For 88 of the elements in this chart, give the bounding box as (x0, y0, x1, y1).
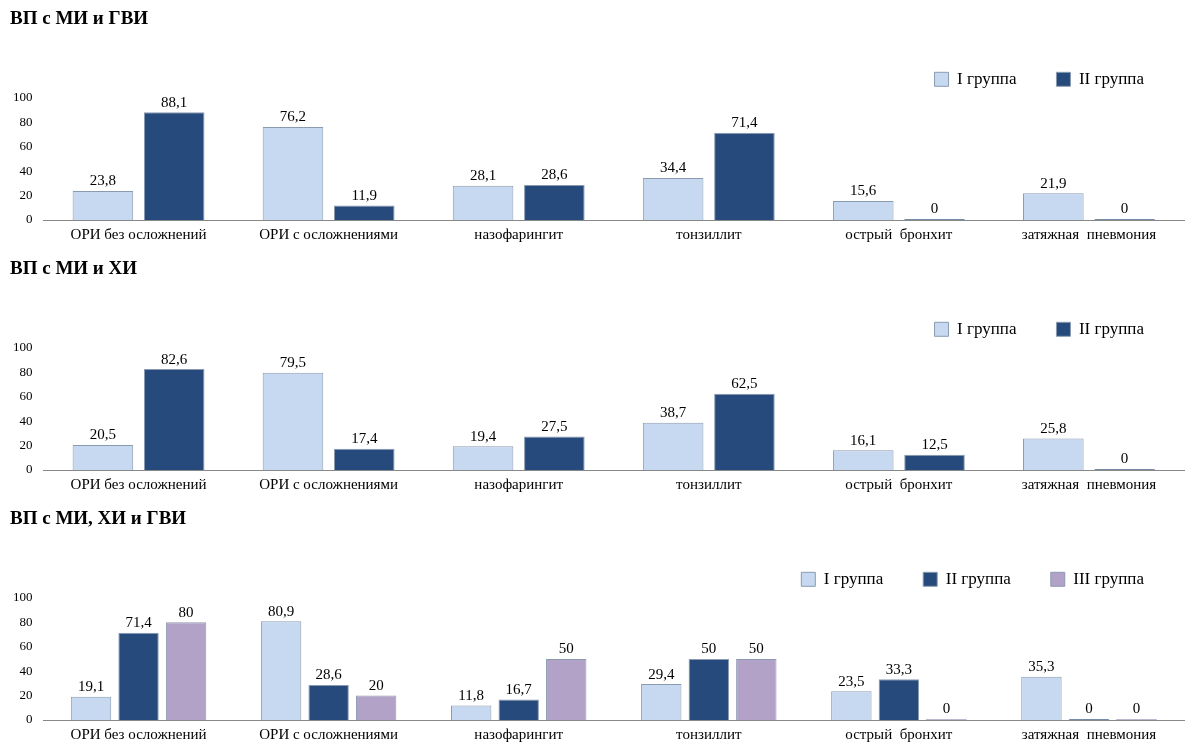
data-label: 82,6 (161, 350, 188, 367)
data-label: 0 (930, 200, 939, 217)
data-label: 21,9 (1040, 174, 1067, 191)
x-tick-label: тонзиллит (676, 475, 742, 492)
y-tick-label: 100 (13, 589, 33, 605)
y-tick-label: 100 (13, 339, 33, 355)
x-tick-label: ОРИ без осложнений (70, 725, 207, 742)
data-label: 34,4 (660, 159, 687, 176)
data-label: 0 (1120, 450, 1129, 467)
legend-label: I группа (823, 568, 884, 588)
y-tick-label: 40 (19, 162, 33, 178)
chart-title: ВП с МИ и ХИ (10, 257, 138, 279)
data-label: 28,6 (315, 666, 343, 683)
data-label: 23,5 (838, 672, 865, 689)
x-tick-label: острый бронхит (845, 725, 953, 742)
legend-label: II группа (945, 568, 1012, 588)
data-label: 20 (368, 677, 384, 693)
data-label: 28,1 (469, 167, 497, 184)
data-label: 20,5 (89, 426, 117, 443)
legend-label: II группа (1078, 318, 1145, 338)
data-label: 0 (1120, 200, 1129, 217)
y-tick-label: 0 (26, 711, 33, 727)
x-tick-label: тонзиллит (676, 725, 742, 742)
data-label: 23,8 (89, 172, 117, 189)
data-label: 15,6 (850, 182, 877, 199)
data-label: 17,4 (351, 430, 378, 447)
data-label: 88,1 (161, 93, 188, 110)
y-tick-label: 20 (19, 186, 33, 202)
data-label: 28,6 (541, 166, 568, 183)
data-label: 11,9 (351, 186, 378, 203)
chart-title: ВП с МИ, ХИ и ГВИ (10, 507, 187, 529)
y-tick-label: 40 (19, 412, 33, 428)
data-label: 16,1 (850, 431, 877, 448)
y-tick-label: 80 (19, 613, 33, 629)
data-label: 80 (178, 603, 194, 620)
data-label: 79,5 (279, 354, 307, 371)
data-label: 0 (942, 700, 951, 717)
data-label: 16,7 (505, 681, 533, 698)
x-tick-label: ОРИ с осложнениями (259, 475, 399, 492)
x-tick-label: назофарингит (474, 725, 564, 742)
data-label: 25,8 (1040, 419, 1067, 436)
y-tick-label: 100 (13, 89, 33, 105)
x-tick-label: затяжная пневмония (1021, 475, 1157, 492)
x-tick-label: тонзиллит (676, 225, 742, 242)
data-label: 71,4 (125, 614, 153, 631)
x-tick-label: ОРИ без осложнений (70, 475, 207, 492)
data-label: 19,4 (469, 427, 497, 444)
data-label: 19,1 (77, 678, 105, 695)
x-tick-label: ОРИ с осложнениями (259, 225, 399, 242)
y-tick-label: 20 (19, 686, 33, 702)
x-tick-label: назофарингит (474, 475, 564, 492)
y-tick-label: 0 (26, 211, 33, 227)
y-tick-label: 20 (19, 436, 33, 452)
x-tick-label: ОРИ с осложнениями (259, 725, 399, 742)
x-tick-label: затяжная пневмония (1021, 225, 1157, 242)
y-tick-label: 60 (19, 638, 33, 654)
data-label: 80,9 (267, 602, 295, 619)
data-label: 76,2 (279, 108, 307, 125)
data-label: 35,3 (1028, 658, 1055, 675)
legend-label: I группа (957, 68, 1017, 88)
legend-label: III группа (1073, 568, 1145, 588)
y-tick-label: 40 (19, 662, 33, 678)
x-tick-label: назофарингит (474, 225, 564, 242)
data-label: 12,5 (921, 436, 948, 453)
data-label: 62,5 (731, 375, 758, 392)
x-tick-label: острый бронхит (845, 225, 953, 242)
data-label: 50 (558, 640, 574, 657)
data-label: 33,3 (885, 660, 912, 677)
data-label: 0 (1132, 700, 1141, 717)
y-tick-label: 60 (19, 138, 33, 154)
x-tick-label: ОРИ без осложнений (70, 225, 207, 242)
data-label: 71,4 (731, 114, 759, 131)
legend-label: II группа (1078, 68, 1145, 88)
data-label: 27,5 (541, 417, 568, 434)
data-label: 11,8 (458, 687, 485, 704)
data-label: 50 (701, 640, 717, 657)
x-tick-label: острый бронхит (845, 475, 953, 492)
y-tick-label: 80 (19, 113, 33, 129)
data-label: 38,7 (660, 404, 687, 421)
data-label: 0 (1085, 700, 1093, 717)
y-tick-label: 0 (26, 461, 33, 477)
x-tick-label: затяжная пневмония (1021, 725, 1157, 742)
y-tick-label: 60 (19, 388, 33, 404)
legend-label: I группа (957, 318, 1017, 338)
data-label: 29,4 (648, 665, 675, 682)
data-label: 50 (748, 640, 764, 657)
chart-title: ВП с МИ и ГВИ (10, 7, 149, 29)
y-tick-label: 80 (19, 363, 33, 379)
